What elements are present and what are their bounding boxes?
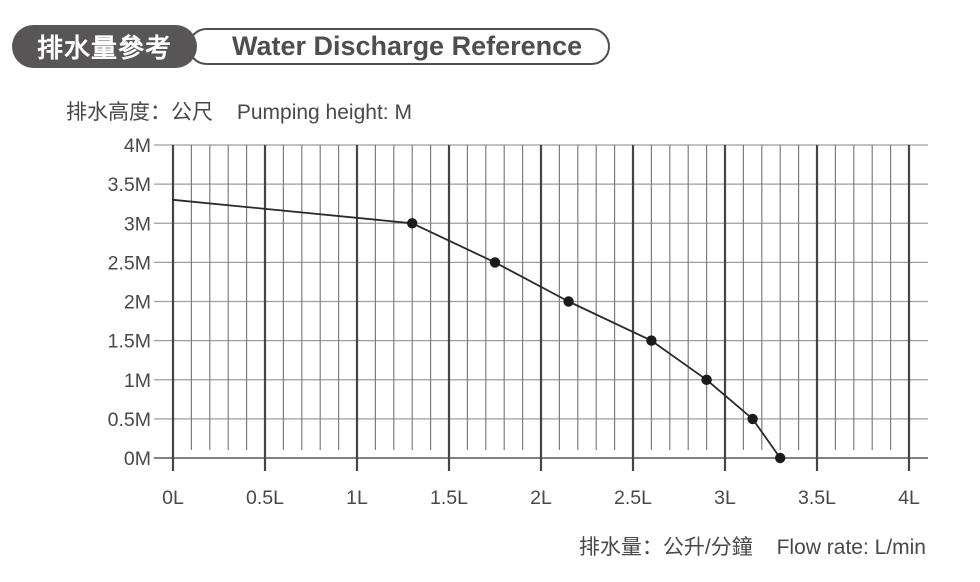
x-tick-label: 3L xyxy=(714,487,736,509)
x-axis-title: 排水量：公升/分鐘 Flow rate: L/min xyxy=(579,531,926,561)
header-badge: 排水量參考 xyxy=(12,25,198,68)
data-point xyxy=(775,452,786,464)
data-point xyxy=(747,413,758,425)
x-tick-label: 2.5L xyxy=(614,487,652,509)
header-badge-label: 排水量參考 xyxy=(37,33,173,63)
x-tick-label: 4L xyxy=(898,487,920,509)
x-tick-label: 1L xyxy=(346,487,368,509)
x-axis-title-zh: 排水量：公升/分鐘 xyxy=(578,536,753,559)
data-point xyxy=(646,335,657,346)
y-tick-label: 3.5M xyxy=(108,174,151,196)
data-line xyxy=(172,198,782,459)
y-tick-label: 2M xyxy=(124,292,151,314)
data-point xyxy=(563,296,574,307)
y-tick-label: 1.5M xyxy=(108,331,151,353)
y-tick-label: 0.5M xyxy=(108,409,151,431)
data-point xyxy=(407,218,418,229)
x-axis-title-en: Flow rate: L/min xyxy=(776,536,926,559)
y-tick-label: 0M xyxy=(124,448,151,470)
y-axis-title-zh: 排水高度：公尺 xyxy=(66,101,213,124)
y-tick-label: 1M xyxy=(124,370,151,392)
data-point xyxy=(701,374,712,385)
x-tick-label: 0.5L xyxy=(246,487,284,509)
x-tick-label: 2L xyxy=(530,487,552,509)
y-tick-label: 4M xyxy=(124,135,151,157)
x-tick-label: 3.5L xyxy=(798,487,836,509)
x-tick-label: 0L xyxy=(162,487,184,509)
data-point xyxy=(489,257,501,268)
y-axis-title: 排水高度：公尺 Pumping height: M xyxy=(66,96,412,126)
header-title-pill: Water Discharge Reference xyxy=(188,28,611,65)
y-tick-label: 3M xyxy=(124,213,151,235)
y-axis-title-en: Pumping height: M xyxy=(236,101,412,124)
y-tick-label: 2.5M xyxy=(108,252,151,274)
header-title: Water Discharge Reference xyxy=(232,31,583,61)
x-tick-label: 1.5L xyxy=(430,487,468,509)
